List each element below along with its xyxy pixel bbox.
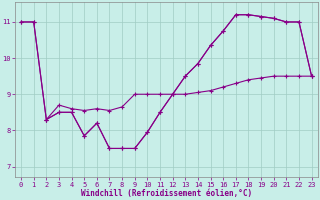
X-axis label: Windchill (Refroidissement éolien,°C): Windchill (Refroidissement éolien,°C) [81, 189, 252, 198]
